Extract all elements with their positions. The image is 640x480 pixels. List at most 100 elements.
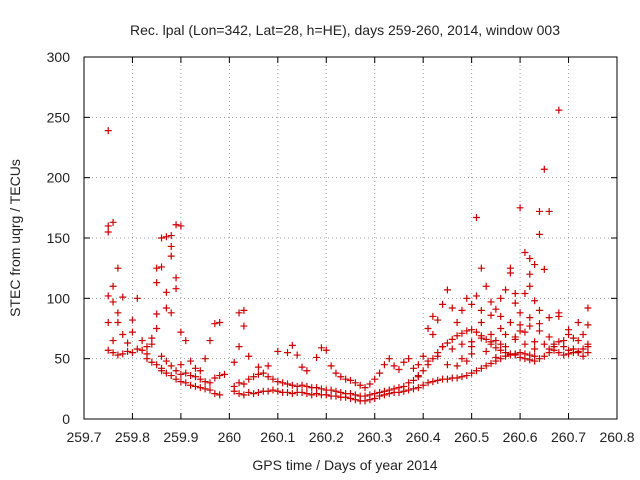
data-point: [429, 378, 437, 386]
data-point: [114, 351, 122, 359]
data-point: [526, 282, 534, 290]
data-point: [317, 344, 325, 352]
data-point: [274, 378, 282, 386]
data-point: [463, 294, 471, 302]
data-point: [167, 232, 175, 240]
data-point: [172, 367, 180, 375]
data-point: [472, 292, 480, 300]
data-point: [317, 385, 325, 393]
data-point: [230, 382, 238, 390]
data-point: [162, 304, 170, 312]
data-point: [468, 350, 476, 358]
data-point: [482, 335, 490, 343]
data-point: [327, 386, 335, 394]
data-point: [172, 375, 180, 383]
data-point: [172, 285, 180, 293]
data-point: [497, 312, 505, 320]
data-point: [395, 366, 403, 374]
data-point: [313, 384, 321, 392]
data-point: [133, 294, 141, 302]
data-point: [177, 361, 185, 369]
data-point: [216, 391, 224, 399]
data-point: [531, 261, 539, 269]
data-point: [104, 346, 112, 354]
data-point: [288, 390, 296, 398]
y-tick-label: 300: [47, 49, 71, 65]
data-point: [584, 321, 592, 329]
data-point: [531, 338, 539, 346]
y-axis-label: STEC from uqrg / TECUs: [7, 159, 23, 317]
data-point: [196, 384, 204, 392]
data-point: [502, 343, 510, 351]
data-point: [201, 378, 209, 386]
data-point: [153, 279, 161, 287]
data-point: [516, 327, 524, 335]
x-tick-label: 260.8: [599, 429, 634, 445]
data-point: [366, 391, 374, 399]
data-point: [182, 337, 190, 345]
data-point: [158, 352, 166, 360]
data-point: [439, 300, 447, 308]
data-point: [380, 387, 388, 395]
data-point: [482, 282, 490, 290]
data-point: [254, 363, 262, 371]
data-point: [240, 306, 248, 314]
chart-title: Rec. lpal (Lon=342, Lat=28, h=HE), days …: [130, 22, 560, 38]
data-point: [521, 340, 529, 348]
data-point: [511, 351, 519, 359]
data-point: [390, 385, 398, 393]
data-point: [327, 362, 335, 370]
data-point: [477, 364, 485, 372]
data-point: [448, 345, 456, 353]
data-point: [104, 127, 112, 135]
data-point: [337, 373, 345, 381]
data-point: [390, 362, 398, 370]
data-point: [371, 390, 379, 398]
data-point: [511, 333, 519, 341]
data-point: [162, 357, 170, 365]
grid-lines: [84, 57, 617, 419]
data-point: [424, 325, 432, 332]
data-point: [468, 326, 476, 334]
data-point: [419, 381, 427, 389]
data-point: [521, 355, 529, 363]
data-point: [201, 355, 209, 363]
data-point: [453, 362, 461, 370]
data-point: [332, 387, 340, 395]
data-point: [409, 364, 417, 372]
data-point: [560, 351, 568, 359]
data-point: [579, 345, 587, 353]
data-point: [376, 388, 384, 396]
data-point: [158, 367, 166, 375]
data-point: [443, 286, 451, 294]
data-point: [448, 335, 456, 343]
data-point: [535, 320, 543, 328]
data-point: [579, 331, 587, 339]
data-point: [584, 343, 592, 351]
data-point: [167, 372, 175, 380]
data-point: [109, 337, 117, 345]
data-point: [414, 384, 422, 392]
data-point: [162, 369, 170, 377]
data-point: [114, 264, 122, 272]
y-tick-label: 150: [47, 230, 71, 246]
data-point: [211, 374, 219, 382]
y-tick-label: 250: [47, 109, 71, 125]
data-point: [569, 334, 577, 342]
data-point: [516, 204, 524, 212]
x-tick-label: 259.7: [66, 429, 101, 445]
data-point: [177, 328, 185, 336]
data-point: [429, 355, 437, 363]
data-point: [540, 265, 548, 273]
data-point: [550, 346, 558, 354]
data-point: [240, 380, 248, 388]
data-point: [497, 355, 505, 363]
x-axis-label: GPS time / Days of year 2014: [252, 457, 437, 473]
data-point: [167, 309, 175, 317]
data-point: [487, 338, 495, 346]
data-point: [535, 355, 543, 363]
data-point: [555, 338, 563, 346]
data-point: [293, 351, 301, 359]
data-point: [269, 375, 277, 383]
